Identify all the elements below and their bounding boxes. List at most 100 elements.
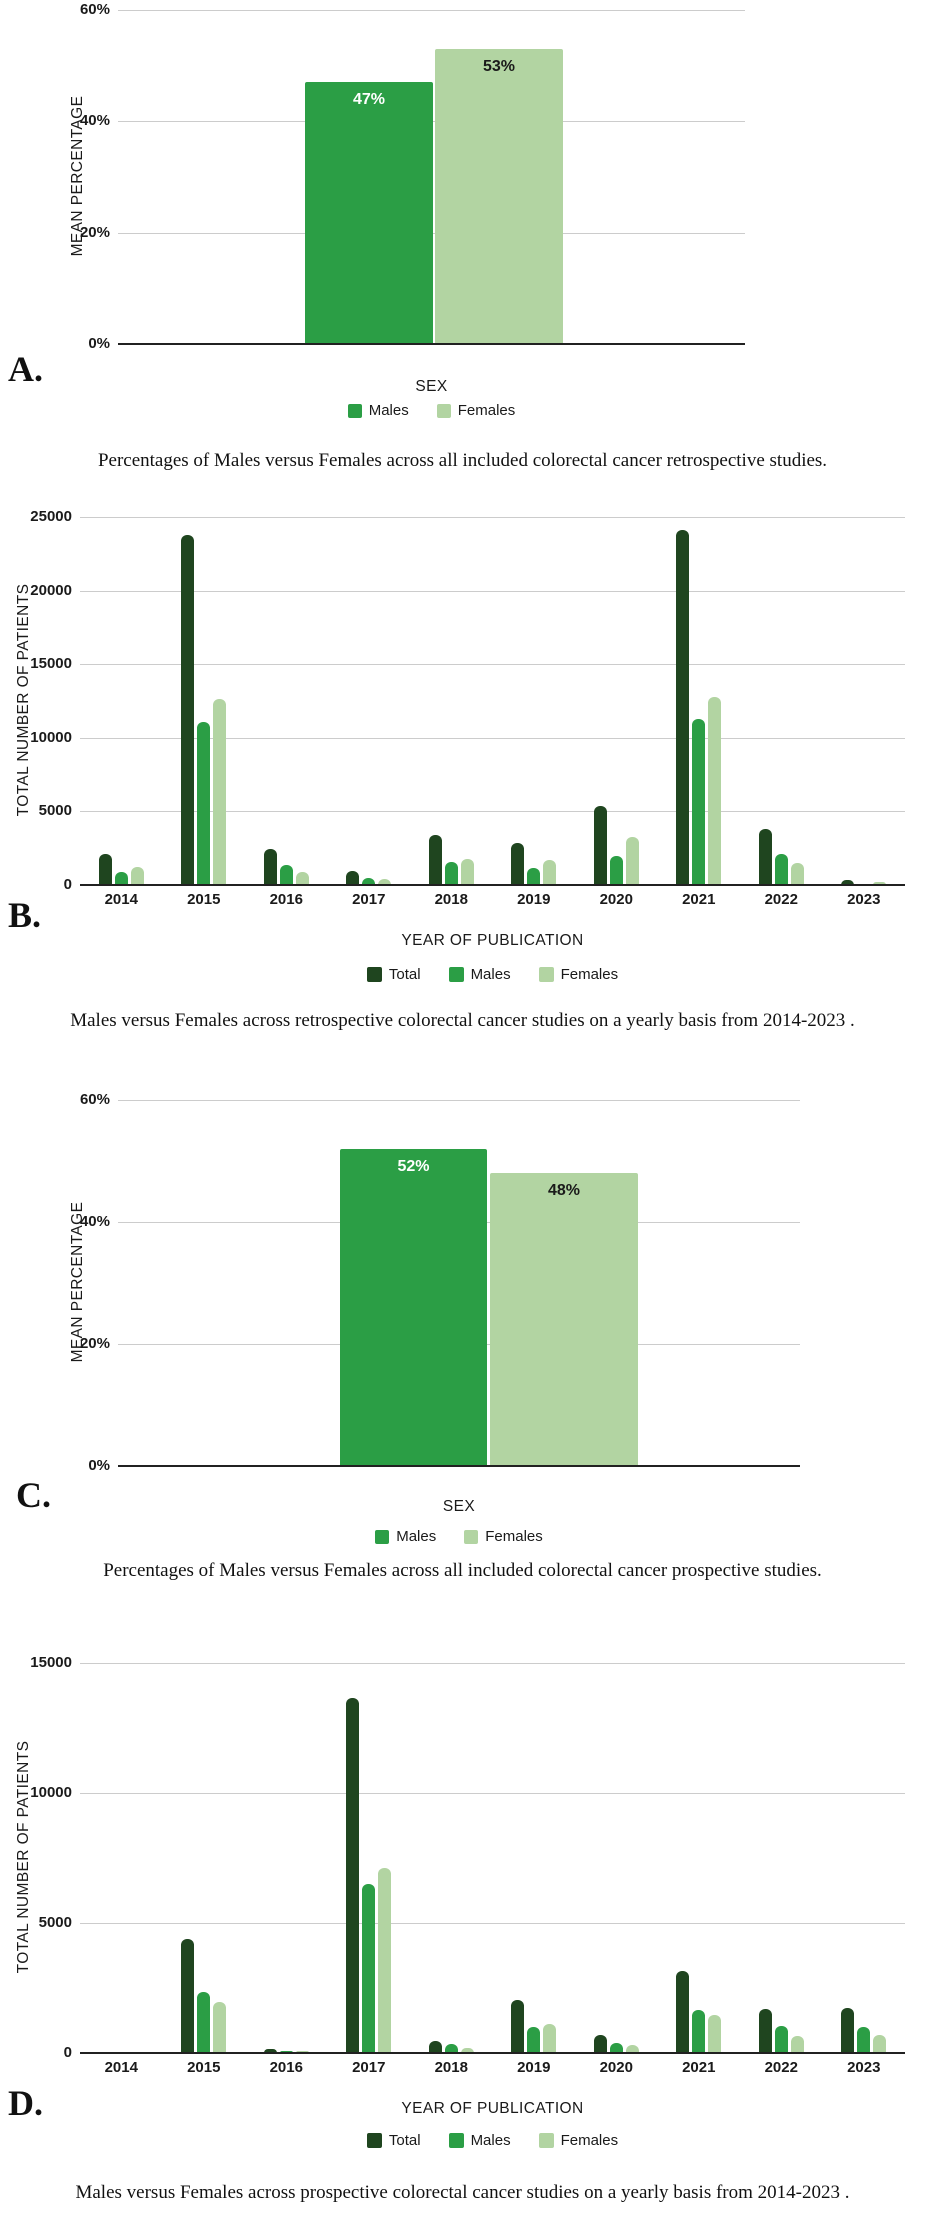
legend: Males Females <box>118 1528 800 1545</box>
x-tick-label: 2017 <box>352 2059 386 2076</box>
x-axis-line <box>80 884 905 886</box>
legend-swatch-total <box>366 967 382 982</box>
bar-females-2021 <box>708 697 722 885</box>
y-tick-label: 0 <box>63 876 72 893</box>
y-axis-title: TOTAL NUMBER OF PATIENTS <box>15 1740 32 1974</box>
gridline <box>80 1793 905 1794</box>
gridline <box>80 811 905 812</box>
legend-swatch-males <box>375 1529 390 1544</box>
bar-total-2017 <box>346 871 360 885</box>
bar-total-2022 <box>758 2009 772 2053</box>
y-tick-label: 10000 <box>30 1784 72 1801</box>
bar-females <box>435 48 563 344</box>
bar-females-2019 <box>543 859 557 885</box>
legend-label: Females <box>560 2132 619 2149</box>
gridline <box>80 664 905 665</box>
bar-females-2017 <box>378 878 392 885</box>
bar-females-2020 <box>625 837 639 885</box>
bar-total-2015 <box>181 534 195 885</box>
bar-males-2021 <box>692 2010 706 2053</box>
bar-total-2022 <box>758 829 772 885</box>
legend-item-total: Total <box>366 966 421 983</box>
gridline <box>80 1663 905 1664</box>
legend-swatch-males <box>448 967 464 982</box>
caption-d: Males versus Females across prospective … <box>75 2182 850 2203</box>
legend: Total Males Females <box>80 2132 905 2149</box>
x-axis-title: YEAR OF PUBLICATION <box>401 2100 584 2117</box>
y-tick-label: 5000 <box>38 1914 72 1931</box>
gridline <box>80 738 905 739</box>
legend-item-females: Females <box>538 966 619 983</box>
legend-label: Total <box>388 2132 421 2149</box>
y-axis-title: MEAN PERCENTAGE <box>69 95 86 257</box>
legend-label: Males <box>368 402 409 419</box>
bar-females-2018 <box>460 858 474 885</box>
legend-label: Males <box>396 1528 437 1545</box>
bar-females-2014 <box>130 867 144 885</box>
x-tick-label: 2019 <box>517 2059 551 2076</box>
bar-total-2021 <box>676 530 690 885</box>
x-tick-label: 2020 <box>599 2059 633 2076</box>
bar-males-2022 <box>774 854 788 885</box>
x-axis-line <box>118 1465 800 1467</box>
y-tick-label: 5000 <box>38 802 72 819</box>
legend-swatch-females <box>464 1529 479 1544</box>
bar-males-2015 <box>197 1991 211 2053</box>
bar-total-2023 <box>841 880 855 885</box>
x-tick-label: 2016 <box>269 2059 303 2076</box>
bar-males <box>305 82 433 344</box>
x-tick-label: 2022 <box>764 2059 798 2076</box>
bar-males-2022 <box>774 2025 788 2053</box>
x-tick-label: 2014 <box>104 2059 138 2076</box>
bar-total-2014 <box>98 854 112 885</box>
x-axis-line <box>118 343 745 345</box>
x-axis-line <box>80 2052 905 2054</box>
bar-females-2015 <box>213 698 227 885</box>
y-tick-label: 0% <box>88 1457 110 1474</box>
bar-females-2023 <box>873 2035 887 2053</box>
bar-females-2022 <box>790 2036 804 2053</box>
y-tick-label: 10000 <box>30 729 72 746</box>
bar-females-2023 <box>873 881 887 885</box>
y-tick-label: 15000 <box>30 1654 72 1671</box>
y-tick-label: 20000 <box>30 582 72 599</box>
bar-total-2023 <box>841 2007 855 2053</box>
legend-label: Males <box>470 966 511 983</box>
y-tick-label: 20% <box>79 1335 110 1352</box>
x-axis-title: YEAR OF PUBLICATION <box>401 932 584 949</box>
legend-item-females: Females <box>436 402 516 419</box>
bar-males-2019 <box>527 2027 541 2053</box>
x-tick-label: 2022 <box>764 891 798 908</box>
bar-total-2016 <box>263 2049 277 2053</box>
y-tick-label: 60% <box>79 1091 110 1108</box>
bar-females <box>490 1173 638 1466</box>
bar-males <box>340 1148 487 1466</box>
legend-item-males: Males <box>347 402 409 419</box>
panel-label-a: A. <box>8 349 43 389</box>
y-tick-label: 20% <box>79 224 110 241</box>
legend-label: Total <box>388 966 421 983</box>
bar-females-2016 <box>295 871 309 885</box>
bar-males-2023 <box>857 2027 871 2053</box>
bar-total-2018 <box>428 834 442 885</box>
bar-total-2017 <box>346 1698 360 2053</box>
bar-total-2020 <box>593 2034 607 2053</box>
legend-label: Females <box>485 1528 543 1545</box>
gridline <box>80 517 905 518</box>
legend-item-males: Males <box>448 966 511 983</box>
y-tick-label: 60% <box>79 1 110 18</box>
legend-label: Females <box>560 966 619 983</box>
gridline <box>118 10 745 11</box>
legend-item-females: Females <box>464 1528 543 1545</box>
bar-total-2019 <box>511 843 525 885</box>
gridline <box>80 1923 905 1924</box>
bar-females-2018 <box>460 2048 474 2053</box>
bar-total-2016 <box>263 848 277 885</box>
legend: Males Females <box>118 402 745 419</box>
y-axis-title: TOTAL NUMBER OF PATIENTS <box>15 583 32 817</box>
legend-item-females: Females <box>538 2132 619 2149</box>
y-tick-label: 0 <box>63 2044 72 2061</box>
x-tick-label: 2017 <box>352 891 386 908</box>
bar-males-2014 <box>114 871 128 885</box>
legend-label: Females <box>457 402 516 419</box>
